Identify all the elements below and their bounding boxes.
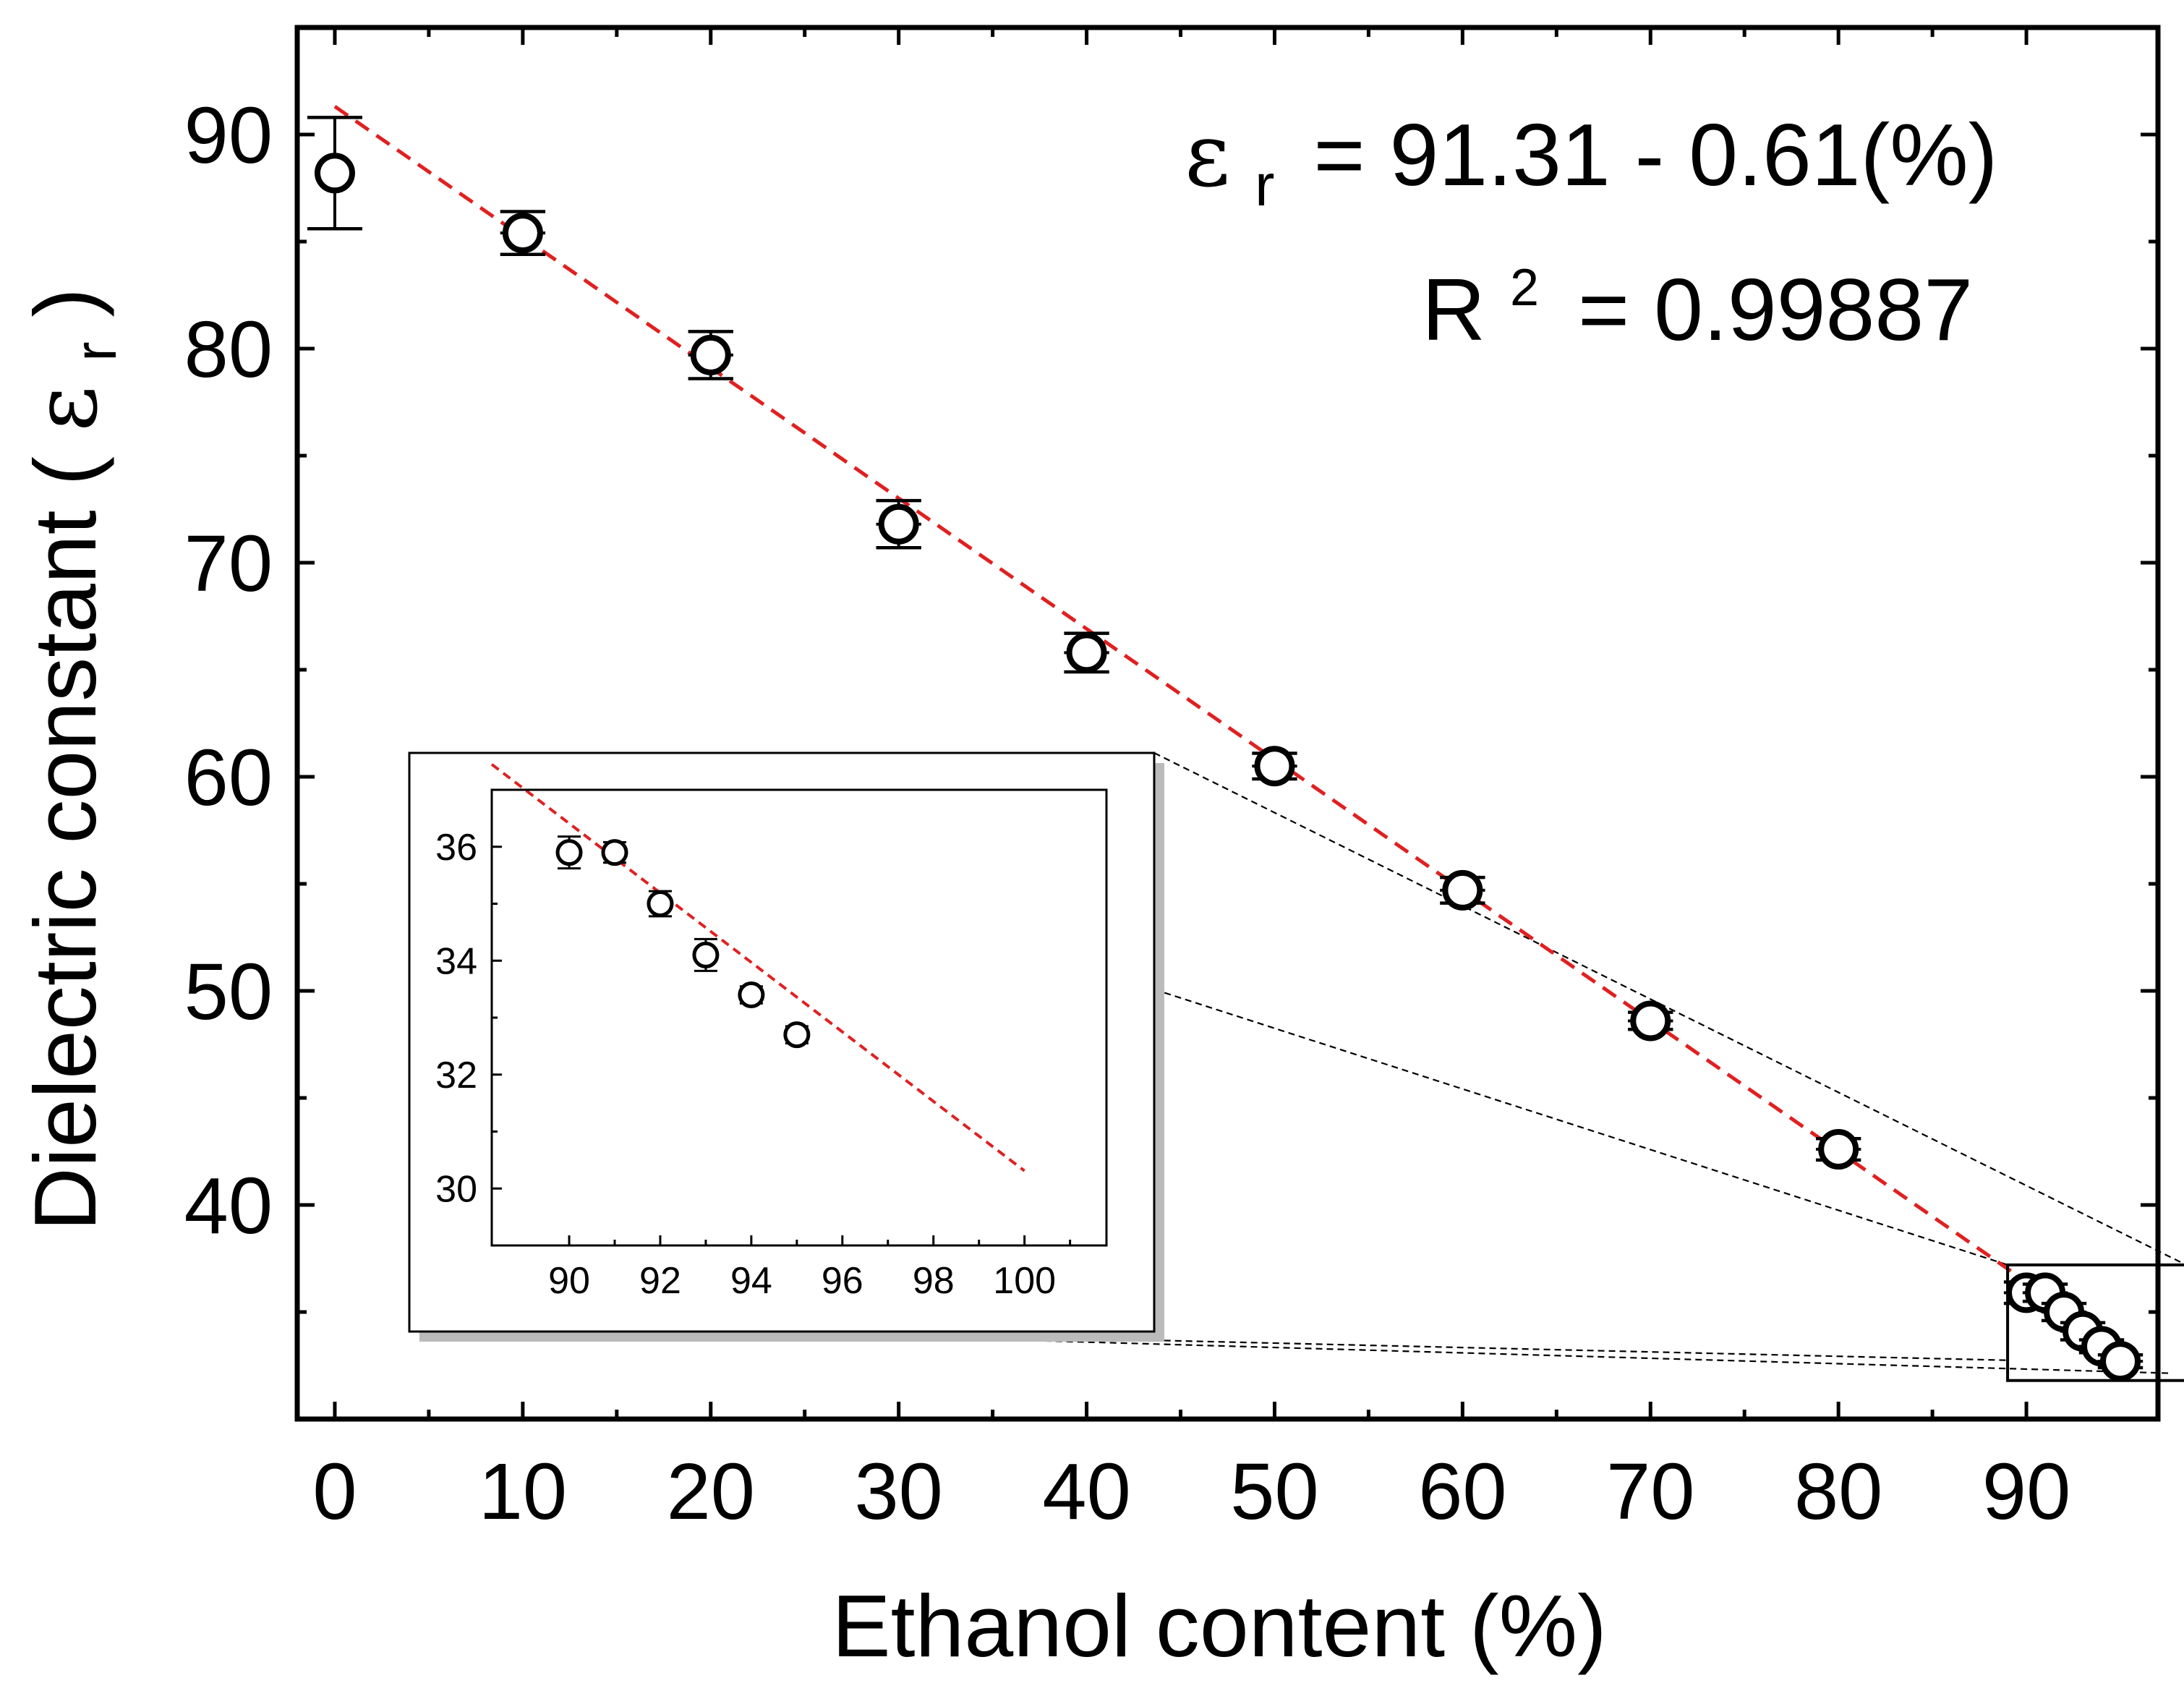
inset-x-tick-label: 94	[730, 1260, 772, 1302]
inset-data-point	[601, 839, 628, 866]
data-point	[2041, 1292, 2087, 1332]
x-tick-label: 30	[854, 1447, 942, 1536]
inset-data-point	[647, 890, 674, 918]
y-tick-label: 90	[184, 91, 273, 180]
data-marker	[1630, 1000, 1671, 1042]
data-marker	[314, 153, 355, 194]
y-axis-title-text: Dielectric constant	[16, 510, 114, 1231]
x-tick-label: 60	[1418, 1447, 1506, 1536]
fit-equation-subscript: r	[1255, 153, 1274, 218]
inset-y-tick-label: 30	[435, 1168, 477, 1210]
data-marker	[690, 334, 731, 375]
inset-fit-line-group	[490, 763, 1025, 1172]
zoom-connector-line	[1153, 752, 2184, 1265]
fit-equation-rhs: = 91.31 - 0.61(%)	[1313, 106, 1997, 204]
fit-equation-symbol: ε	[1185, 103, 1230, 206]
inset-data-marker	[601, 839, 628, 866]
x-tick-label: 20	[667, 1447, 755, 1536]
data-marker	[1442, 869, 1483, 911]
inset-x-tick-label: 100	[993, 1260, 1056, 1302]
data-point	[2097, 1341, 2144, 1382]
data-marker	[2100, 1341, 2141, 1382]
y-tick-label: 80	[184, 305, 273, 394]
inset-x-axis-ticks: 90 92 94 96 98 100	[548, 1235, 1072, 1302]
inset-data-marker	[555, 839, 583, 866]
inset-data-marker	[647, 890, 674, 917]
inset-data-point	[692, 937, 720, 972]
data-marker	[1066, 632, 1107, 673]
inset-x-tick-label: 90	[548, 1260, 590, 1302]
y-axis-title-open: (	[16, 432, 114, 486]
y-tick-label: 60	[184, 733, 273, 822]
data-point	[307, 116, 362, 231]
r-squared: R 2 = 0.99887	[1422, 226, 1973, 359]
inset-data-marker	[738, 981, 765, 1008]
inset-y-axis-ticks: 30 32 34 36	[435, 788, 502, 1210]
y-axis-title-close: )	[16, 288, 114, 318]
inset-data-point	[738, 981, 765, 1008]
main-data-points	[307, 116, 2144, 1382]
y-tick-label: 40	[184, 1162, 273, 1251]
y-axis-title-symbol: ε	[14, 386, 116, 432]
inset-data-point	[783, 1021, 811, 1049]
x-axis-ticks: 0 10 20 30 40 50 60 70 80 90	[312, 27, 2070, 1536]
r-squared-label: R	[1422, 260, 1485, 359]
zoom-connector-line	[469, 1323, 2008, 1361]
data-point	[1628, 1000, 1673, 1042]
inset-panel	[408, 751, 1156, 1333]
y-tick-label: 50	[184, 947, 273, 1036]
inset-data-point	[555, 835, 583, 870]
inset-y-tick-label: 34	[435, 940, 477, 982]
inset-chart: 90 92 94 96 98 100 30 32 34 36	[408, 751, 1164, 1342]
inset-x-tick-label: 96	[822, 1260, 863, 1302]
data-point	[1440, 869, 1485, 911]
x-tick-label: 40	[1042, 1447, 1130, 1536]
data-marker	[878, 503, 919, 545]
x-axis-title: Ethanol content (%)	[832, 1577, 1607, 1675]
inset-y-tick-label: 36	[435, 827, 477, 869]
inset-x-tick-label: 92	[639, 1260, 681, 1302]
data-point	[1252, 746, 1297, 787]
zoom-box	[2006, 1263, 2184, 1382]
y-axis-title: Dielectric constant ( ε r )	[14, 288, 135, 1231]
inset-y-tick-label: 32	[435, 1055, 477, 1096]
x-tick-label: 10	[479, 1447, 567, 1536]
r-squared-value: = 0.99887	[1578, 260, 1973, 359]
y-tick-label: 70	[184, 519, 273, 608]
data-point	[688, 330, 733, 380]
x-tick-label: 80	[1794, 1447, 1882, 1536]
data-marker	[1254, 746, 1295, 787]
data-marker	[1818, 1129, 1859, 1170]
fit-equation: ε r = 91.31 - 0.61(%)	[1185, 103, 1997, 224]
y-axis-ticks: 40 50 60 70 80 90	[184, 91, 2158, 1314]
x-tick-label: 70	[1606, 1447, 1694, 1536]
data-point	[500, 210, 546, 257]
y-axis-title-subscript: r	[63, 341, 129, 361]
inset-data-points	[555, 835, 811, 1049]
inset-data-marker	[692, 941, 720, 968]
data-point	[1064, 631, 1109, 674]
zoom-connector-line	[1153, 988, 2008, 1266]
data-marker	[502, 213, 543, 254]
inset-x-tick-label: 98	[913, 1260, 955, 1302]
inset-fit-line	[490, 763, 1025, 1172]
x-tick-label: 50	[1230, 1447, 1318, 1536]
plot-frame	[294, 25, 2161, 1422]
x-tick-label: 0	[312, 1447, 357, 1536]
inset-data-marker	[783, 1021, 811, 1049]
x-tick-label: 90	[1982, 1447, 2070, 1536]
svg-text:Dielectric constant (: Dielectric constant ( ε r )	[14, 288, 135, 1231]
r-squared-exponent: 2	[1510, 259, 1539, 317]
data-point	[1815, 1129, 1861, 1170]
data-point	[876, 498, 921, 550]
